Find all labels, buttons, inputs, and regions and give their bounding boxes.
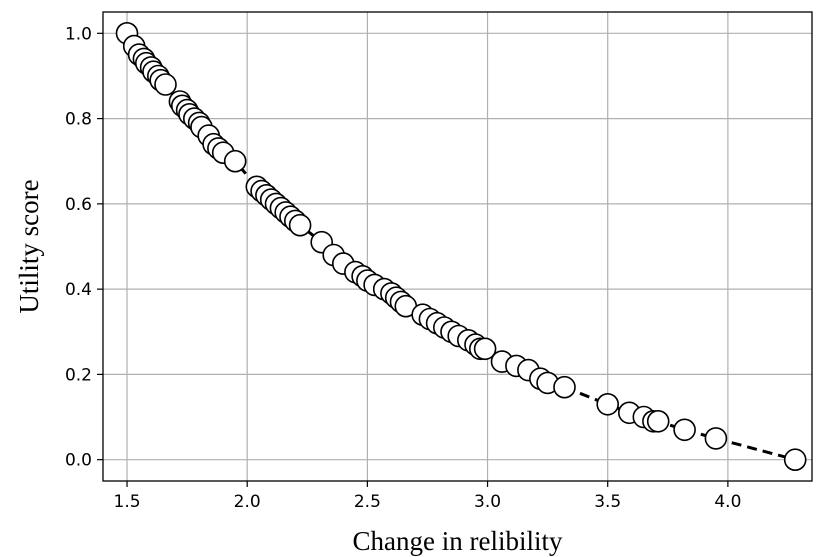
axis-ticks: 1.5 2.0 2.5 3.0 3.5 4.0 0.0 0.2 0.4 0.6 0.8 1.0 xyxy=(65,24,741,512)
data-point xyxy=(783,448,807,472)
y-tick-label: 0.0 xyxy=(65,451,92,471)
data-point xyxy=(596,392,620,416)
x-tick-label: 4.0 xyxy=(714,492,741,512)
y-tick-label: 1.0 xyxy=(65,24,92,44)
data-point xyxy=(553,375,576,399)
data-points xyxy=(115,21,807,472)
plot-frame xyxy=(102,11,813,482)
y-axis-label: Utility score xyxy=(14,179,44,313)
x-tick-label: 2.5 xyxy=(354,492,381,512)
x-tick-label: 2.0 xyxy=(234,492,261,512)
data-point xyxy=(646,409,670,433)
data-point xyxy=(288,213,312,237)
y-tick-label: 0.6 xyxy=(65,195,92,215)
y-tick-label: 0.4 xyxy=(65,280,92,300)
series-line xyxy=(125,32,796,462)
grid xyxy=(103,12,812,481)
x-tick-label: 1.5 xyxy=(114,492,141,512)
data-point xyxy=(673,418,696,442)
data-point xyxy=(473,337,497,361)
data-point xyxy=(704,427,728,450)
y-tick-label: 0.2 xyxy=(65,365,92,385)
x-tick-label: 3.5 xyxy=(594,492,621,512)
y-tick-label: 0.8 xyxy=(65,110,92,130)
data-point xyxy=(223,149,247,173)
x-tick-label: 3.0 xyxy=(474,492,501,512)
x-axis-label: Change in relibility xyxy=(353,526,563,556)
data-point xyxy=(154,73,177,96)
